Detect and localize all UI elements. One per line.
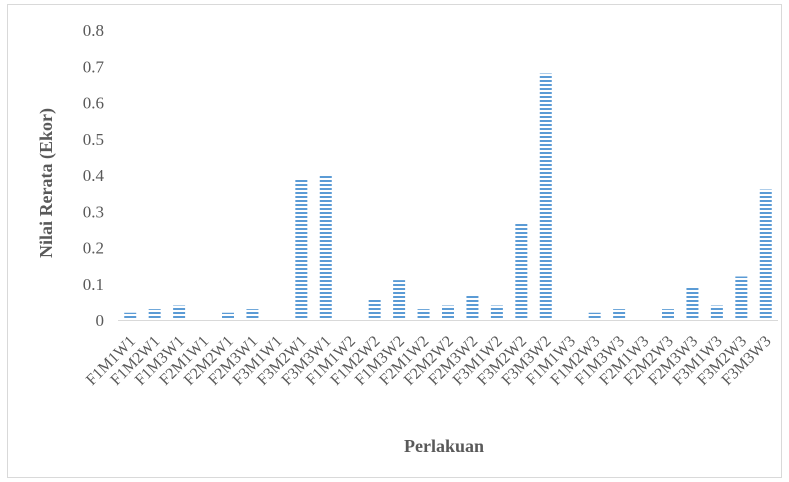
bar-f1m1w1: [124, 312, 137, 320]
y-tick-label: 0.2: [83, 239, 104, 258]
bar-f3m3w3: [759, 189, 772, 320]
y-tick-label: 0.5: [83, 130, 104, 149]
bar-f3m3w2: [539, 73, 552, 320]
y-tick-label: 0.6: [83, 94, 104, 113]
bar-f3m2w1: [295, 178, 308, 320]
y-tick-label: 0.4: [83, 166, 105, 185]
chart-frame: [7, 4, 782, 478]
bar-f3m2w3: [735, 276, 748, 320]
bar-f2m2w1: [222, 312, 234, 320]
bar-f2m1w2: [417, 309, 430, 320]
bar-f2m3w1: [246, 309, 259, 320]
bar-f1m3w2: [393, 280, 406, 320]
y-tick-label: 0.1: [83, 275, 104, 294]
bar-f1m3w3: [613, 309, 626, 320]
bar-f1m3w1: [173, 305, 186, 320]
y-tick-label: 0.7: [83, 57, 105, 76]
bar-series: [124, 73, 772, 320]
bar-f1m2w3: [588, 312, 601, 320]
bar-f2m2w2: [442, 305, 454, 320]
bar-f1m2w2: [368, 298, 381, 320]
x-axis-tick-labels: F1M1W1F1M2W1F1M3W1F2M1W1F2M2W1F2M3W1F3M1…: [83, 333, 775, 389]
x-axis-title: Perlakuan: [404, 436, 484, 456]
bar-f2m3w3: [686, 287, 699, 320]
y-axis-title: Nilai Rerata (Ekor): [36, 108, 57, 258]
bar-f3m1w3: [710, 305, 723, 320]
bar-f3m1w2: [490, 305, 503, 320]
y-tick-label: 0.8: [83, 21, 104, 40]
bar-f2m2w3: [662, 309, 674, 320]
bar-f2m3w2: [466, 294, 479, 320]
bar-f3m3w1: [319, 175, 332, 320]
y-axis-ticks: 0 0.1 0.2 0.3 0.4 0.5 0.6 0.7 0.8: [83, 21, 105, 330]
y-tick-label: 0.3: [83, 202, 104, 221]
bar-f1m2w1: [148, 309, 161, 320]
y-tick-label: 0: [96, 311, 105, 330]
bar-f3m2w2: [515, 222, 528, 320]
